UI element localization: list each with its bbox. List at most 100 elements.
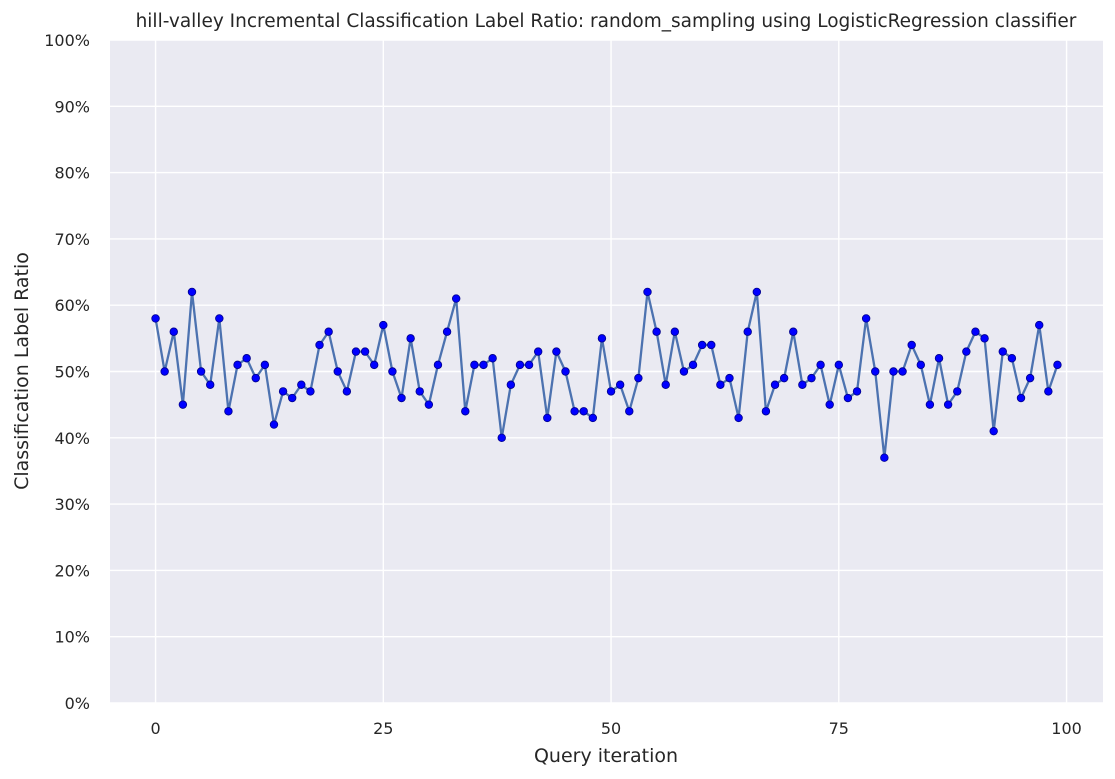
data-point bbox=[907, 340, 916, 350]
data-point bbox=[770, 380, 780, 389]
data-point bbox=[533, 347, 543, 356]
data-point bbox=[1007, 354, 1017, 363]
data-point bbox=[506, 380, 516, 389]
data-point bbox=[288, 393, 297, 403]
data-point bbox=[561, 367, 570, 376]
data-point bbox=[643, 287, 652, 297]
data-point bbox=[588, 413, 598, 423]
y-tick-label: 80% bbox=[54, 164, 90, 183]
data-point bbox=[807, 373, 816, 383]
data-point bbox=[242, 354, 251, 363]
x-tick-label: 0 bbox=[150, 719, 160, 738]
data-point bbox=[989, 426, 998, 436]
data-point bbox=[451, 294, 461, 303]
data-point bbox=[306, 387, 315, 396]
data-point bbox=[943, 400, 953, 409]
y-tick-label: 0% bbox=[65, 694, 90, 713]
data-point bbox=[424, 400, 434, 409]
data-point bbox=[415, 387, 424, 396]
y-tick-label: 10% bbox=[54, 628, 90, 647]
data-point bbox=[388, 367, 397, 376]
x-axis-label: Query iteration bbox=[534, 745, 678, 767]
data-point bbox=[579, 407, 588, 416]
data-point bbox=[278, 387, 288, 396]
data-point bbox=[688, 360, 698, 370]
data-point bbox=[752, 287, 762, 297]
data-point bbox=[606, 387, 616, 396]
data-point bbox=[470, 360, 479, 370]
data-point bbox=[880, 453, 889, 462]
data-point bbox=[734, 413, 743, 423]
data-point bbox=[461, 407, 470, 416]
data-point bbox=[187, 287, 197, 297]
data-point bbox=[524, 360, 534, 370]
series-line-path bbox=[154, 290, 1059, 459]
data-point bbox=[798, 380, 807, 389]
series-line bbox=[154, 290, 1059, 459]
data-point bbox=[515, 360, 525, 370]
data-point bbox=[570, 407, 579, 416]
data-point bbox=[360, 347, 370, 356]
data-point bbox=[615, 380, 625, 389]
data-point bbox=[816, 360, 825, 370]
grid bbox=[110, 39, 1103, 704]
data-point bbox=[342, 387, 352, 396]
data-point bbox=[324, 327, 333, 336]
data-point bbox=[652, 327, 661, 336]
data-point bbox=[224, 407, 233, 416]
data-point bbox=[625, 407, 634, 416]
data-point bbox=[151, 314, 160, 323]
data-point bbox=[169, 327, 178, 336]
data-point bbox=[1025, 373, 1035, 383]
data-point bbox=[160, 367, 169, 376]
y-tick-label: 60% bbox=[54, 296, 90, 315]
y-tick-label: 70% bbox=[54, 230, 90, 249]
y-tick-label: 40% bbox=[54, 429, 90, 448]
data-point bbox=[679, 367, 689, 376]
data-point bbox=[825, 400, 834, 409]
data-point bbox=[543, 413, 552, 423]
x-tick-label: 50 bbox=[601, 719, 621, 738]
y-tick-label: 30% bbox=[54, 495, 90, 514]
data-point bbox=[670, 327, 680, 336]
y-tick-label: 50% bbox=[54, 363, 90, 382]
data-point bbox=[269, 420, 279, 429]
data-point bbox=[1044, 387, 1053, 396]
data-point bbox=[998, 347, 1007, 356]
data-point bbox=[789, 327, 798, 336]
data-point bbox=[488, 354, 497, 363]
data-point bbox=[406, 334, 415, 343]
data-point bbox=[552, 347, 561, 356]
data-point bbox=[379, 320, 388, 330]
data-point bbox=[971, 327, 980, 336]
y-tick-label: 100% bbox=[44, 31, 90, 50]
data-point bbox=[852, 387, 862, 396]
y-tick-labels: 0% 10% 20% 30% 40% 50% 60% 70% 80% 90% 100% bbox=[44, 31, 90, 713]
data-point bbox=[433, 360, 443, 370]
data-point bbox=[779, 373, 789, 383]
data-point bbox=[297, 380, 306, 389]
data-point bbox=[962, 347, 971, 356]
data-point bbox=[661, 380, 670, 389]
data-point bbox=[716, 380, 725, 389]
data-point bbox=[634, 373, 643, 383]
data-point bbox=[479, 360, 488, 370]
data-point bbox=[260, 360, 270, 370]
data-point bbox=[925, 400, 935, 409]
x-tick-label: 100 bbox=[1051, 719, 1082, 738]
x-tick-labels: 0 25 50 75 100 bbox=[150, 719, 1081, 738]
data-point bbox=[196, 367, 206, 376]
y-tick-label: 20% bbox=[54, 561, 90, 580]
data-point bbox=[369, 360, 379, 370]
data-point bbox=[315, 340, 324, 350]
data-point bbox=[916, 360, 925, 370]
data-point bbox=[934, 354, 944, 363]
data-point bbox=[206, 380, 215, 389]
y-tick-label: 90% bbox=[54, 97, 90, 116]
data-point bbox=[215, 314, 224, 323]
data-point bbox=[871, 367, 880, 376]
data-point bbox=[834, 360, 844, 370]
chart-title: hill-valley Incremental Classification L… bbox=[136, 11, 1077, 32]
data-point bbox=[233, 360, 242, 370]
data-point bbox=[980, 334, 989, 343]
